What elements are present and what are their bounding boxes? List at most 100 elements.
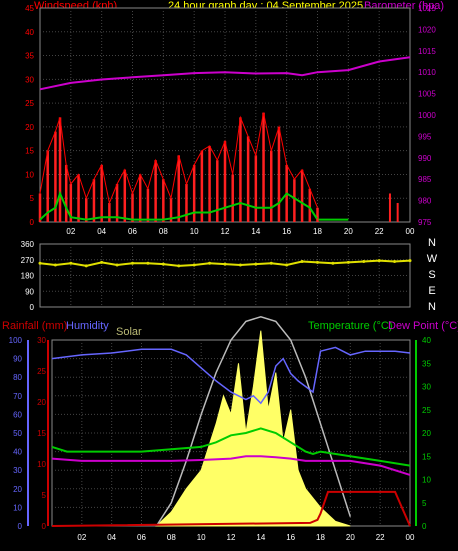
- barometer-tick-label: 975: [418, 218, 432, 227]
- humidity-tick-label: 50: [13, 429, 22, 438]
- hour-tick-label: 08: [167, 533, 176, 542]
- wind-direction-point: [177, 264, 181, 268]
- hour-tick-label: 16: [282, 227, 291, 236]
- wind-direction-point: [223, 262, 227, 266]
- humidity-axis-title: Humidity: [66, 320, 109, 332]
- wind-gust-line: [39, 112, 318, 208]
- hour-tick-label: 18: [313, 227, 322, 236]
- plot-area: [39, 243, 411, 308]
- hour-tick-label: 00: [406, 227, 415, 236]
- humidity-tick-label: 90: [13, 355, 22, 364]
- temperature-tick-label: 25: [422, 406, 431, 415]
- rainfall-axis-title: Rainfall (mm): [2, 320, 68, 332]
- windspeed-tick-label: 35: [25, 52, 34, 61]
- barometer-tick-label: 1010: [418, 68, 436, 77]
- rainfall-tick-label: 25: [37, 367, 46, 376]
- windspeed-tick-label: 30: [25, 75, 34, 84]
- compass-label: N: [428, 237, 436, 249]
- hour-tick-label: 08: [159, 227, 168, 236]
- direction-tick-label: 0: [30, 303, 35, 312]
- wind-direction-point: [115, 263, 119, 267]
- hour-tick-label: 18: [316, 533, 325, 542]
- barometer-tick-label: 1020: [418, 25, 436, 34]
- temperature-tick-label: 20: [422, 429, 431, 438]
- barometer-tick-label: 995: [418, 132, 432, 141]
- barometer-tick-label: 1025: [418, 4, 436, 13]
- hour-tick-label: 14: [256, 533, 265, 542]
- humidity-line: [51, 346, 411, 405]
- barometer-tick-label: 985: [418, 175, 432, 184]
- humidity-tick-label: 30: [13, 466, 22, 475]
- wind-direction-point: [69, 261, 73, 265]
- hour-tick-label: 02: [66, 227, 75, 236]
- hour-tick-label: 22: [375, 227, 384, 236]
- humidity-tick-label: 10: [13, 503, 22, 512]
- humidity-tick-label: 20: [13, 485, 22, 494]
- humidity-tick-label: 0: [18, 522, 23, 531]
- hour-tick-label: 04: [97, 227, 106, 236]
- solar-axis-title: Solar: [116, 326, 142, 338]
- wind-direction-point: [377, 259, 381, 263]
- barometer-tick-label: 990: [418, 154, 432, 163]
- rainfall-tick-label: 10: [37, 460, 46, 469]
- compass-label: W: [427, 253, 438, 265]
- wind-direction-point: [192, 263, 196, 267]
- rainfall-tick-label: 0: [42, 522, 47, 531]
- hour-tick-label: 02: [77, 533, 86, 542]
- wind-direction-point: [100, 260, 104, 264]
- wind-direction-point: [254, 262, 258, 266]
- hour-tick-label: 22: [376, 533, 385, 542]
- hour-tick-label: 00: [406, 533, 415, 542]
- wind-direction-point: [408, 259, 412, 263]
- wind-direction-point: [316, 260, 319, 264]
- rain-humidity-solar-temperature-chart: 1009080706050403020100302520151050403530…: [9, 316, 431, 542]
- solar-max-curve: [155, 316, 352, 527]
- hour-tick-label: 12: [221, 227, 230, 236]
- hour-tick-label: 10: [197, 533, 206, 542]
- humidity-tick-label: 40: [13, 448, 22, 457]
- hour-tick-label: 16: [286, 533, 295, 542]
- dewpoint-axis-title: Dew Point (°C): [388, 320, 458, 332]
- humidity-tick-label: 60: [13, 410, 22, 419]
- direction-tick-label: 270: [21, 256, 35, 265]
- windspeed-tick-label: 25: [25, 99, 34, 108]
- hour-tick-label: 20: [344, 227, 353, 236]
- wind-direction-point: [393, 260, 397, 263]
- hour-tick-label: 20: [346, 533, 355, 542]
- dewpoint-line: [51, 455, 411, 476]
- wind-direction-point: [161, 262, 165, 266]
- humidity-tick-label: 100: [9, 336, 23, 345]
- wind-direction-point: [208, 261, 212, 265]
- windspeed-tick-label: 5: [30, 194, 35, 203]
- temperature-tick-label: 0: [422, 522, 427, 531]
- hour-tick-label: 14: [251, 227, 260, 236]
- temperature-tick-label: 15: [422, 452, 431, 461]
- wind-direction-point: [238, 263, 242, 267]
- wind-direction-point: [331, 261, 335, 265]
- windspeed-tick-label: 20: [25, 123, 34, 132]
- temperature-tick-label: 40: [422, 336, 431, 345]
- wind-direction-point: [53, 263, 57, 267]
- temperature-tick-label: 30: [422, 383, 431, 392]
- wind-direction-point: [146, 261, 150, 265]
- windspeed-tick-label: 45: [25, 4, 34, 13]
- temperature-tick-label: 5: [422, 499, 427, 508]
- compass-label: S: [428, 269, 435, 281]
- wind-direction-point: [346, 260, 350, 264]
- direction-tick-label: 90: [25, 287, 34, 296]
- windspeed-tick-label: 15: [25, 147, 34, 156]
- rainfall-tick-label: 15: [37, 429, 46, 438]
- wind-average-line: [39, 190, 349, 221]
- barometer-tick-label: 1015: [418, 47, 436, 56]
- wind-direction-point: [38, 261, 42, 265]
- windspeed-tick-label: 10: [25, 170, 34, 179]
- hour-tick-label: 04: [107, 533, 116, 542]
- rainfall-tick-label: 30: [37, 336, 46, 345]
- compass-label: N: [428, 301, 436, 313]
- solar-area: [155, 330, 351, 527]
- temperature-tick-label: 10: [422, 476, 431, 485]
- compass-label: E: [428, 285, 435, 297]
- temperature-line: [51, 427, 411, 467]
- barometer-line: [39, 56, 411, 91]
